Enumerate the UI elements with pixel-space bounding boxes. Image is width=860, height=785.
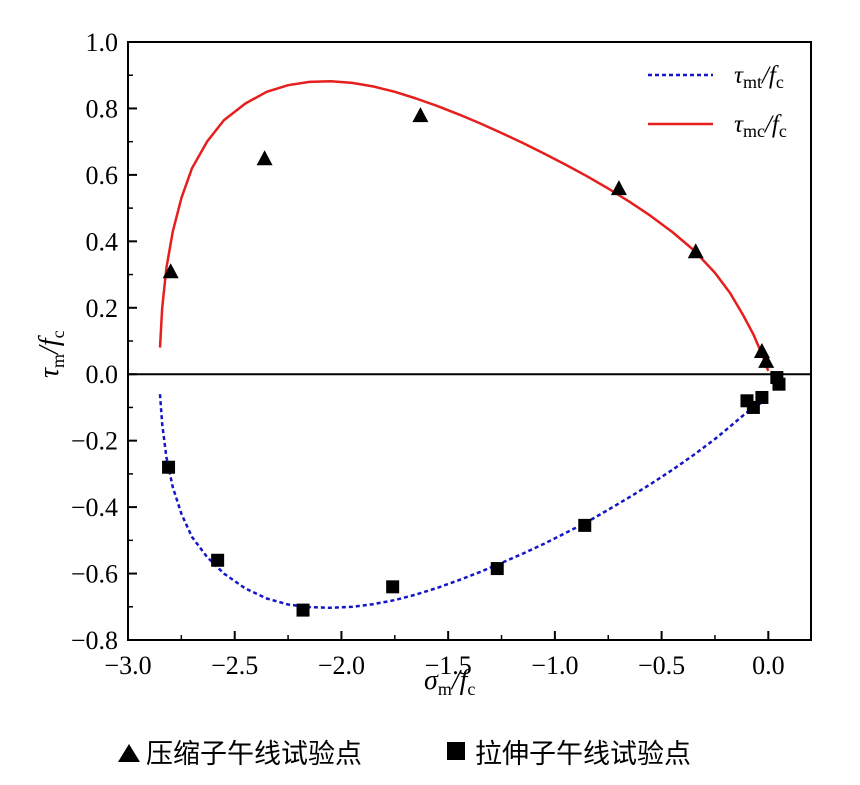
plot-frame: [127, 41, 812, 641]
x-tick-label: −2.5: [211, 651, 258, 680]
legend-square-icon: [447, 742, 465, 760]
legend-label-tension: 拉伸子午线试验点: [475, 739, 691, 770]
square-point: [296, 603, 310, 617]
square-point: [746, 400, 760, 414]
axis-ticks: [127, 41, 770, 641]
square-point: [755, 390, 769, 404]
square-point: [772, 377, 786, 391]
legend-label-compression: 压缩子午线试验点: [146, 739, 362, 770]
square-point: [490, 562, 504, 576]
y-tick-label: −0.6: [71, 560, 118, 589]
y-tick-label: −0.4: [71, 493, 118, 522]
y-tick-label: 0.2: [86, 294, 119, 323]
y-tick-label: 0.0: [86, 360, 119, 389]
legend: τmt/fc τmc/fc: [648, 62, 787, 141]
triangle-point: [256, 150, 273, 166]
x-tick-label: −3.0: [104, 651, 151, 680]
x-tick-label: −2.0: [318, 651, 365, 680]
y-tick-labels: −0.8 −0.6 −0.4 −0.2 0.0 0.2 0.4 0.6 0.8 1.0: [71, 28, 118, 655]
square-point: [211, 553, 225, 567]
triangle-point: [610, 180, 627, 196]
tmt-curve: [158, 394, 763, 610]
triangle-point: [412, 107, 429, 123]
marker-legend: 压缩子午线试验点 拉伸子午线试验点: [118, 739, 691, 770]
square-point: [578, 518, 592, 532]
triangle-point: [162, 263, 179, 279]
y-tick-label: −0.2: [71, 427, 118, 456]
y-tick-label: 1.0: [86, 28, 119, 57]
legend-triangle-icon: [118, 744, 140, 762]
legend-label-tmc: τmc/fc: [734, 111, 787, 141]
square-point: [162, 460, 176, 474]
curves: [158, 79, 770, 610]
x-tick-label: −1.5: [425, 651, 472, 680]
y-axis-label: τm/fc: [34, 330, 68, 378]
x-tick-label: 0.0: [752, 651, 785, 680]
y-tick-label: −0.8: [71, 626, 118, 655]
x-tick-label: −1.0: [531, 651, 578, 680]
x-tick-label: −0.5: [638, 651, 685, 680]
tmc-curve: [158, 79, 770, 372]
x-axis-label: σm/fc: [424, 665, 475, 699]
legend-label-tmt: τmt/fc: [734, 62, 784, 92]
y-tick-label: 0.8: [86, 94, 119, 123]
y-tick-label: 0.4: [86, 227, 119, 256]
y-tick-label: 0.6: [86, 161, 119, 190]
triangle-point: [687, 243, 704, 259]
markers: [162, 107, 786, 617]
triangle-point: [758, 352, 775, 368]
square-point: [386, 580, 400, 594]
x-tick-labels: −3.0 −2.5 −2.0 −1.5 −1.0 −0.5 0.0: [104, 651, 784, 680]
